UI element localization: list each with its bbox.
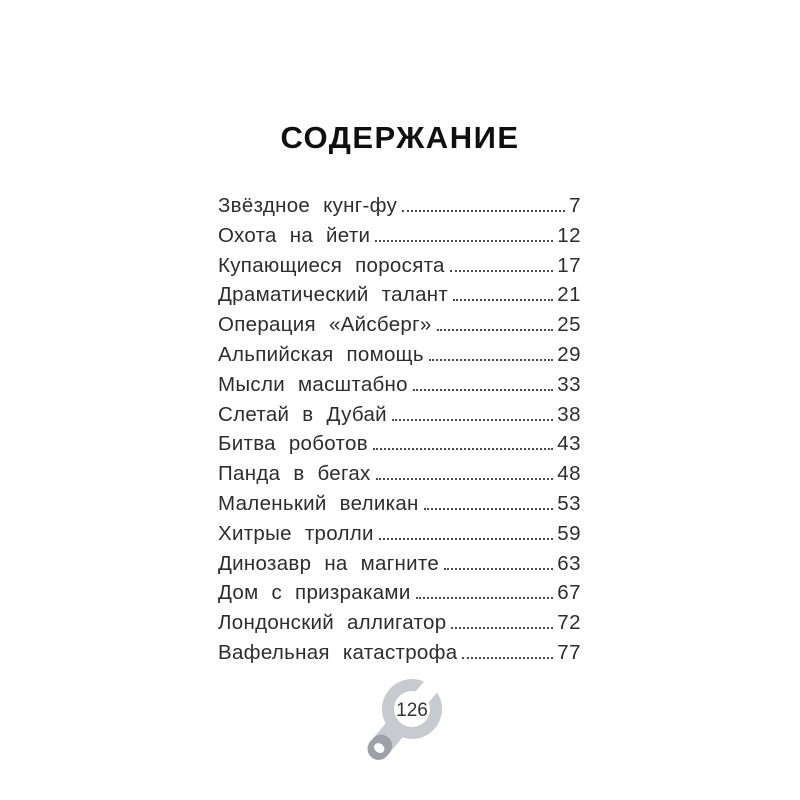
page-number: 126 <box>396 700 428 721</box>
toc-entry: Битва роботов 43 <box>218 434 581 454</box>
toc-entry-title: Лондонский аллигатор <box>218 611 447 635</box>
toc-entry: Драматический талант 21 <box>218 285 581 305</box>
toc-leader-dots <box>378 535 554 540</box>
toc-entry-title: Вафельная катастрофа <box>218 640 458 664</box>
toc-entry-title: Драматический талант <box>218 283 449 307</box>
toc-leader-dots <box>372 446 554 451</box>
page-number-badge: 126 <box>348 672 464 784</box>
toc-leader-dots <box>444 565 554 570</box>
toc-leader-dots <box>375 237 554 242</box>
toc-entry: Слетай в Дубай 38 <box>218 402 581 426</box>
toc-entry: Вафельная катастрофа 77 <box>218 640 581 664</box>
toc-leader-dots <box>449 267 554 272</box>
toc-entry-title: Слетай в Дубай <box>218 402 387 426</box>
toc-entry-title: Охота на йети <box>218 223 371 247</box>
toc-leader-dots <box>436 327 554 332</box>
toc-entry-page: 63 <box>557 551 581 575</box>
toc-entry-page: 43 <box>557 432 581 456</box>
page-title: СОДЕРЖАНИЕ <box>280 120 520 155</box>
toc-entry-page: 77 <box>557 640 581 664</box>
toc-leader-dots <box>415 595 554 600</box>
toc-entry-page: 72 <box>557 611 581 635</box>
toc-entry: Хитрые тролли 59 <box>218 521 581 545</box>
toc-leader-dots <box>462 654 554 659</box>
toc-leader-dots <box>402 207 566 212</box>
toc-entry-title: Динозавр на магните <box>218 551 440 575</box>
toc-entry-title: Панда в бегах <box>218 462 371 486</box>
toc-entry-page: 53 <box>557 491 581 515</box>
toc-entry: Купающиеся поросята 17 <box>218 253 581 277</box>
toc-leader-dots <box>451 625 554 630</box>
toc-entry: Операция «Айсберг» 25 <box>218 315 581 335</box>
toc-leader-dots <box>423 505 554 510</box>
toc-entry-page: 25 <box>557 313 581 337</box>
toc-entry-title: Битва роботов <box>218 432 368 456</box>
toc-entry-title: Операция «Айсберг» <box>218 313 432 337</box>
toc-entry-page: 48 <box>557 462 581 486</box>
toc-entry-title: Хитрые тролли <box>218 521 374 545</box>
toc-entry-page: 59 <box>557 521 581 545</box>
toc-entry: Маленький великан 53 <box>218 491 581 515</box>
toc-entry-title: Купающиеся поросята <box>218 253 445 277</box>
toc-entry-page: 33 <box>557 372 581 396</box>
toc-entry: Динозавр на магните 63 <box>218 551 581 575</box>
toc-entry-page: 17 <box>557 253 581 277</box>
toc-entry-page: 38 <box>557 402 581 426</box>
toc-leader-dots <box>391 416 554 421</box>
toc-list: Звёздное кунг-фу 7 Охота на йети 12 Купа… <box>218 194 581 673</box>
toc-leader-dots <box>428 356 554 361</box>
toc-leader-dots <box>453 297 554 302</box>
toc-entry-page: 12 <box>557 223 581 247</box>
toc-entry-title: Альпийская помощь <box>218 342 424 366</box>
toc-entry-page: 21 <box>557 283 581 307</box>
toc-entry: Панда в бегах 48 <box>218 464 581 484</box>
toc-entry: Лондонский аллигатор 72 <box>218 613 581 633</box>
toc-entry: Звёздное кунг-фу 7 <box>218 194 581 217</box>
toc-entry: Мысли масштабно 33 <box>218 372 581 396</box>
toc-entry-page: 7 <box>569 194 581 217</box>
toc-entry-title: Мысли масштабно <box>218 372 408 396</box>
toc-leader-dots <box>375 476 554 481</box>
toc-entry-page: 67 <box>557 581 581 605</box>
toc-entry: Дом с призраками 67 <box>218 583 581 603</box>
toc-entry-title: Звёздное кунг-фу <box>218 194 398 217</box>
wrench-icon: 126 <box>367 672 448 760</box>
toc-entry: Охота на йети 12 <box>218 223 581 247</box>
toc-leader-dots <box>412 386 554 391</box>
toc-entry-title: Дом с призраками <box>218 581 411 605</box>
toc-entry: Альпийская помощь 29 <box>218 342 581 366</box>
toc-entry-page: 29 <box>557 342 581 366</box>
toc-entry-title: Маленький великан <box>218 491 419 515</box>
